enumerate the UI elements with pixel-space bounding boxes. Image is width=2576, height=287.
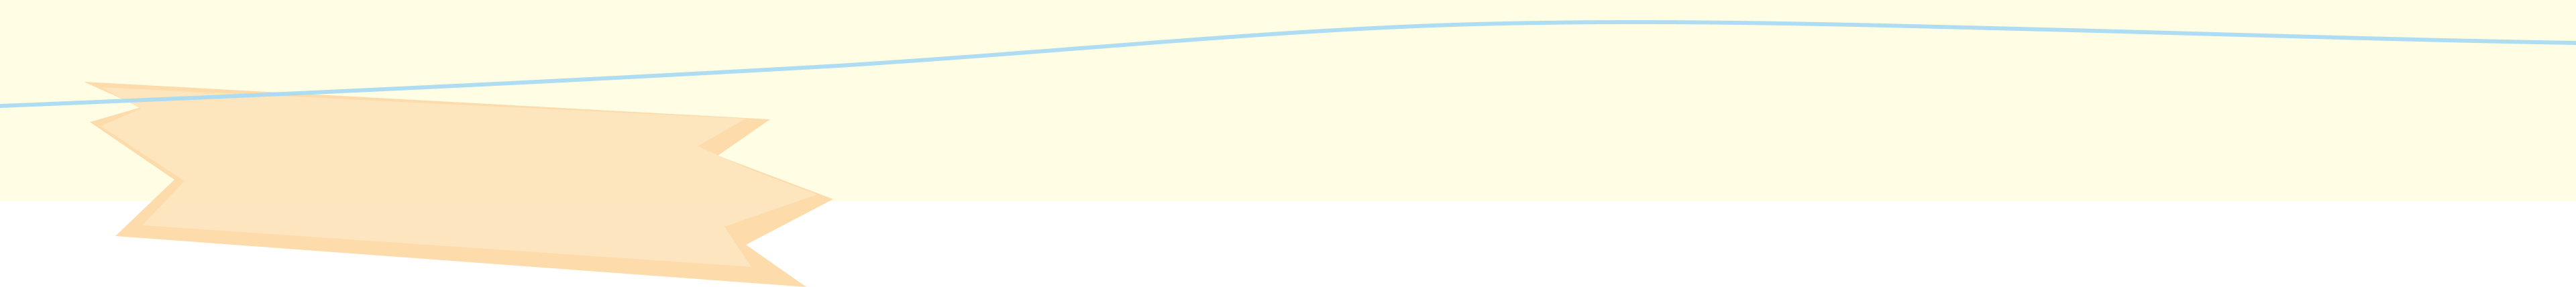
paper-main-shape: [101, 87, 817, 267]
wavy-line-icon: [0, 20, 2576, 108]
torn-paper-strip-icon: [84, 82, 833, 287]
